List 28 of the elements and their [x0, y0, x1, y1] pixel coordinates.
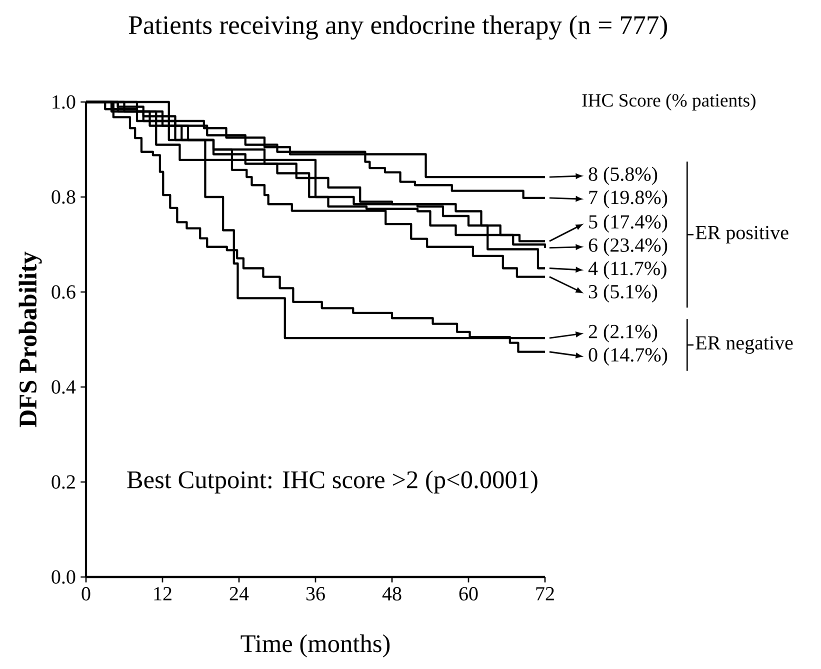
x-tick-label: 48 — [382, 587, 402, 601]
legend-label: 8 (5.8%) — [588, 166, 658, 185]
y-tick-label: 0.2 — [52, 475, 75, 489]
legend-label: 6 (23.4%) — [588, 238, 668, 256]
x-axis-title: Time (months) — [240, 634, 390, 658]
y-tick-label: 0.4 — [52, 380, 76, 394]
x-tick-label: 0 — [82, 587, 90, 601]
legend-title: IHC Score (% patients) — [582, 94, 756, 110]
chart-title: Patients receiving any endocrine therapy (n = 777) — [128, 15, 668, 40]
text: ER positive — [696, 226, 788, 244]
y-tick-label: 0.0 — [52, 570, 76, 584]
x-tick-label: 24 — [230, 587, 249, 600]
annotation: Best Cutpoint: IHC score >2 (p<0.0001) — [127, 470, 538, 494]
legend-label: 0 (14.7%) — [588, 348, 668, 366]
legend-label: 7 (19.8%) — [589, 190, 668, 208]
y-axis-title: DFS Probability — [18, 252, 42, 428]
legend-label: 3 (5.1%) — [588, 284, 658, 302]
x-tick-label: 36 — [306, 587, 325, 600]
y-tick-label: 0.6 — [52, 285, 76, 299]
legend-label: 2 (2.1%) — [588, 324, 658, 342]
x-tick-label: 72 — [536, 587, 554, 600]
y-tick-label: 0.8 — [52, 190, 76, 204]
text: ER negative — [696, 336, 793, 354]
x-tick-label: 12 — [154, 587, 172, 600]
legend-label: 4 (11.7%) — [588, 261, 666, 280]
x-tick-label: 60 — [459, 587, 478, 601]
legend-label: 5 (17.4%) — [589, 214, 668, 233]
y-tick-label: 1.0 — [52, 95, 76, 109]
